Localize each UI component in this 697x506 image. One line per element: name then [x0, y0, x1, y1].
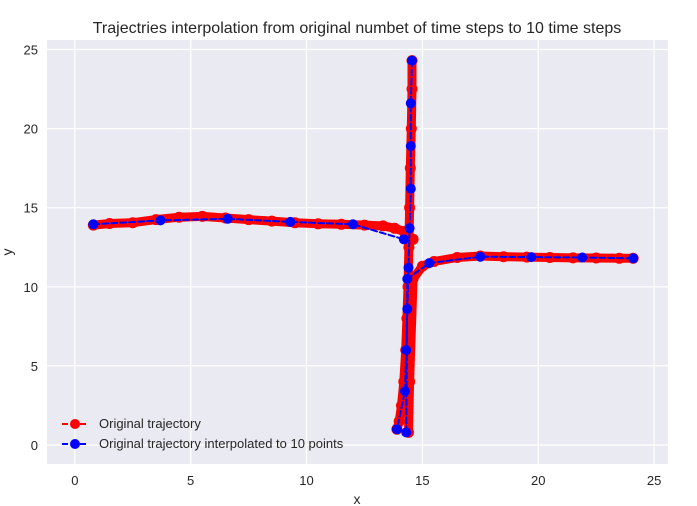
y-tick-label: 25 [24, 42, 38, 57]
y-axis-label: y [0, 249, 15, 256]
data-point [88, 219, 99, 230]
data-point [526, 252, 537, 263]
y-tick-label: 0 [31, 438, 38, 453]
y-tick-label: 20 [24, 122, 38, 137]
data-point [400, 386, 410, 397]
data-point [391, 424, 402, 435]
y-tick-label: 5 [31, 359, 38, 374]
x-tick-label: 15 [415, 473, 429, 488]
data-point [389, 222, 401, 234]
data-point [405, 183, 416, 194]
legend-marker-original [70, 419, 80, 429]
legend-label-interpolated: Original trajectory interpolated to 10 p… [99, 436, 344, 451]
data-point [403, 262, 414, 273]
tick-labels: 0 5 10 15 20 25 0 5 10 15 20 25 [24, 42, 662, 488]
data-point [173, 211, 185, 223]
data-point [577, 252, 588, 263]
x-tick-label: 0 [71, 473, 78, 488]
data-point [222, 213, 233, 224]
x-tick-label: 5 [187, 473, 194, 488]
series-interpolated [88, 55, 639, 438]
data-point [402, 273, 413, 284]
data-point [401, 427, 412, 438]
data-point [405, 98, 416, 109]
x-axis-label: x [354, 491, 361, 506]
data-point [285, 216, 296, 227]
grid [47, 40, 668, 464]
series-line [92, 217, 405, 241]
data-point [347, 219, 358, 230]
x-tick-label: 10 [299, 473, 313, 488]
data-point [424, 258, 435, 269]
data-point [377, 220, 389, 232]
data-point [104, 218, 116, 229]
y-tick-label: 15 [24, 201, 38, 216]
legend: Original trajectory Original trajectory … [62, 416, 344, 451]
data-point [405, 141, 416, 151]
x-tick-label: 25 [647, 473, 661, 488]
chart-title: Trajectries interpolation from original … [93, 20, 622, 37]
data-point [266, 215, 278, 227]
data-point [451, 252, 463, 263]
data-point [475, 251, 486, 262]
data-point [407, 55, 417, 66]
legend-label-original: Original trajectory [99, 416, 201, 431]
legend-marker-interpolated [70, 439, 80, 449]
data-point [155, 215, 166, 226]
data-point [404, 223, 415, 234]
data-point [628, 253, 639, 264]
plot-area [47, 40, 668, 464]
series-line [395, 59, 413, 431]
x-tick-label: 20 [531, 473, 545, 488]
y-tick-label: 10 [24, 280, 38, 295]
data-point [398, 234, 409, 245]
series-layer [87, 55, 639, 438]
